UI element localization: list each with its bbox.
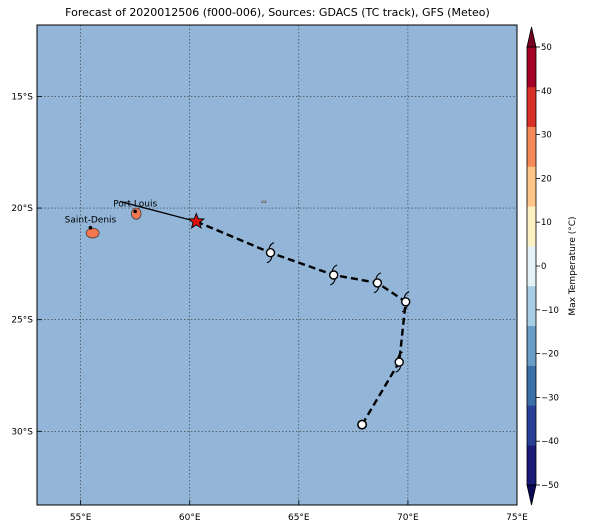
lon-tick-label: 70°E	[397, 513, 419, 523]
colorbar-tick-label: 20	[541, 174, 552, 184]
low-pressure-icon	[357, 419, 368, 430]
map-title: Forecast of 2020012506 (f000-006), Sourc…	[65, 6, 490, 19]
city-dot	[88, 225, 93, 230]
map-frame	[36, 24, 518, 506]
colorbar-segment	[527, 405, 536, 446]
colorbar-tick-label: −20	[541, 350, 559, 360]
city-label: Saint-Denis	[65, 216, 117, 226]
city-dot	[133, 209, 137, 214]
map-panel: Port Louis Saint-Denis 55°E 60°E 65°E 70°E 75…	[11, 24, 528, 523]
cyclone-eye	[265, 247, 276, 258]
colorbar-segment	[527, 47, 536, 88]
lat-tick-label: 20°S	[11, 204, 33, 214]
colorbar-segment	[527, 86, 536, 127]
lat-tick-label: 25°S	[11, 316, 33, 326]
colorbar: −50 −40 −30 −20 −10 0 10 20 30 40 50 Max Temperatur…	[526, 26, 578, 506]
island-rodrigues	[261, 200, 267, 204]
colorbar-segment	[527, 445, 536, 486]
colorbar-under-arrow	[526, 484, 537, 506]
ocean-background	[37, 25, 517, 505]
islands	[85, 200, 267, 239]
lon-tick-label: 60°E	[179, 513, 201, 523]
island-mauritius	[131, 207, 142, 220]
colorbar-segment	[527, 166, 536, 207]
colorbar-segment	[527, 325, 536, 366]
island-reunion	[85, 227, 100, 239]
city-label: Port Louis	[113, 199, 157, 209]
cyclone-icon	[265, 242, 276, 264]
colorbar-tick-label: −50	[541, 481, 559, 491]
cyclone-icon	[372, 272, 383, 294]
colorbar-tick-label: −30	[541, 393, 559, 403]
colorbar-segment	[527, 246, 536, 287]
cyclone-eye	[401, 297, 411, 307]
colorbar-segment	[527, 126, 536, 167]
cyclone-icon	[401, 291, 411, 313]
colorbar-segment	[527, 365, 536, 406]
city-markers: Port Louis Saint-Denis	[65, 199, 157, 230]
colorbar-tick-label: −10	[541, 306, 559, 316]
current-position-star-icon	[187, 212, 206, 229]
lon-tick-label: 65°E	[288, 513, 310, 523]
colorbar-tick-label: 10	[541, 218, 552, 228]
colorbar-segment	[527, 206, 536, 247]
colorbar-tick-label: 30	[541, 131, 552, 141]
graticule	[37, 25, 517, 505]
cyclone-eye	[329, 270, 339, 280]
latitude-ticks: 15°S 20°S 25°S 30°S	[11, 92, 42, 437]
cyclone-eye	[394, 357, 404, 367]
cyclone-icon	[329, 264, 339, 286]
lon-tick-label: 55°E	[70, 513, 92, 523]
cyclone-eye	[372, 278, 383, 288]
colorbar-label: Max Temperature (°C)	[568, 216, 578, 315]
lat-tick-label: 30°S	[11, 427, 33, 437]
lon-tick-label: 75°E	[506, 513, 528, 523]
lat-tick-label: 15°S	[11, 92, 33, 102]
colorbar-tick-label: 0	[541, 262, 546, 272]
colorbar-over-arrow	[526, 26, 537, 48]
cyclone-symbols	[187, 212, 411, 430]
colorbar-tick-label: 50	[541, 43, 552, 53]
colorbar-tick-label: −40	[541, 437, 559, 447]
colorbar-segment	[527, 285, 536, 327]
colorbar-tick-label: 40	[541, 87, 552, 97]
longitude-ticks: 55°E 60°E 65°E 70°E 75°E	[70, 500, 528, 523]
cyclone-icon	[394, 351, 404, 373]
past-track-line	[119, 200, 197, 223]
